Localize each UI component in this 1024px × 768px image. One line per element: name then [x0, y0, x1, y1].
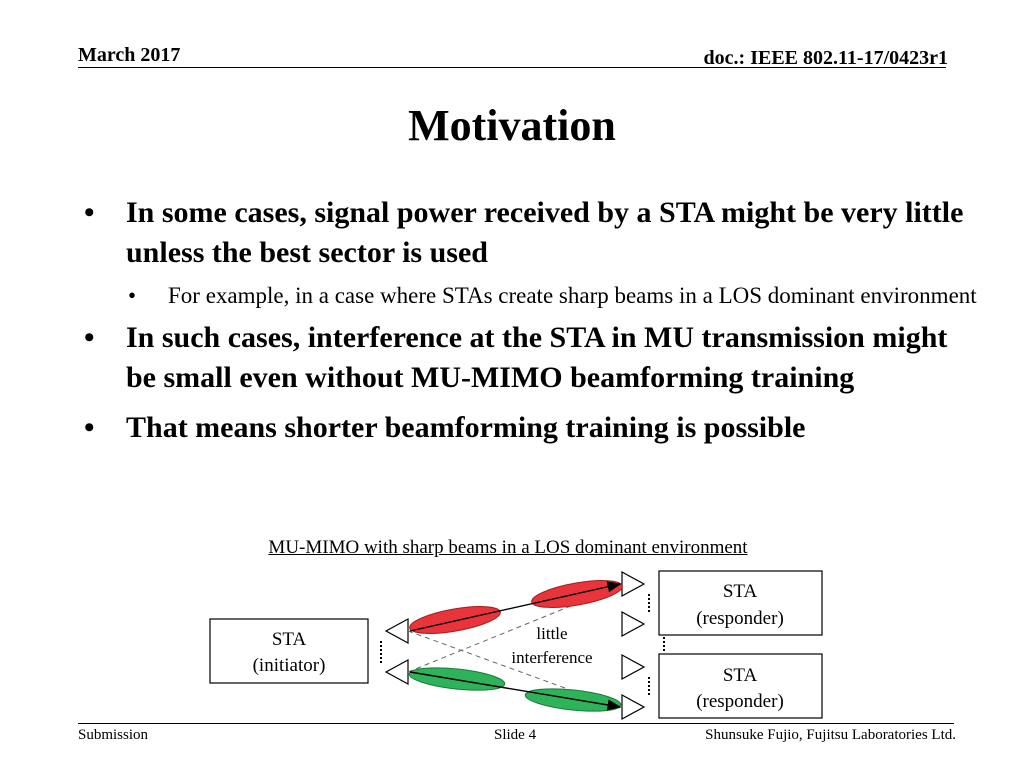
responder-bottom-antenna-1-icon	[621, 653, 646, 681]
responder-top-label-1: STA	[723, 581, 758, 602]
bullet-3-text: That means shorter beamforming training …	[126, 411, 806, 444]
interference-label-2: interference	[511, 648, 592, 667]
header-date: March 2017	[78, 44, 181, 66]
initiator-label-2: (initiator)	[253, 655, 326, 676]
responder-bottom-box	[658, 653, 823, 719]
responder-top-antenna-2-icon	[621, 610, 646, 638]
bullet-3: • That means shorter beamforming trainin…	[80, 408, 980, 448]
responder-bottom-label-1: STA	[723, 665, 758, 686]
bullet-1-text: In some cases, signal power received by …	[126, 196, 964, 269]
interference-line-1	[407, 630, 621, 709]
bullet-1: • In some cases, signal power received b…	[80, 193, 980, 273]
green-beam-responder	[524, 688, 622, 712]
footer-rule	[78, 723, 954, 724]
header-doc-id: doc.: IEEE 802.11-17/0423r1	[703, 47, 948, 69]
initiator-box	[209, 618, 369, 684]
responder-bottom-antenna-2-icon	[621, 693, 646, 721]
green-beam-initiator	[408, 667, 506, 691]
sub-bullet-1: • For example, in a case where STAs crea…	[80, 279, 980, 312]
footer-author: Shunsuke Fujio, Fujitsu Laboratories Ltd…	[705, 727, 956, 743]
interference-label-1: little	[536, 624, 567, 643]
sub-bullet-1-text: For example, in a case where STAs create…	[168, 283, 977, 308]
signal-arrow-top	[409, 581, 622, 632]
red-beam-initiator	[409, 606, 501, 634]
initiator-antenna-top-icon	[384, 617, 409, 645]
responder-top-label-2: (responder)	[696, 608, 784, 629]
responder-top-box	[658, 570, 823, 636]
header-rule	[78, 67, 946, 68]
responder-bottom-label-2: (responder)	[696, 691, 784, 712]
initiator-antenna-bottom-icon	[384, 658, 409, 686]
bullet-dot: •	[84, 321, 95, 354]
bullet-2: • In such cases, interference at the STA…	[80, 318, 980, 398]
bullet-dot: •	[84, 411, 95, 444]
footer-submission: Submission	[78, 727, 149, 743]
footer-slide-number: Slide 4	[494, 727, 537, 743]
diagram-caption: MU-MIMO with sharp beams in a LOS domina…	[268, 537, 748, 558]
bullet-dot: •	[84, 196, 95, 229]
sub-bullet-dot: •	[128, 283, 137, 308]
slide-title: Motivation	[408, 101, 616, 150]
initiator-label-1: STA	[272, 629, 307, 650]
bullet-list: • In some cases, signal power received b…	[80, 193, 980, 448]
signal-arrow-bottom	[409, 671, 622, 711]
responder-top-antenna-1-icon	[621, 570, 646, 598]
bullet-2-text: In such cases, interference at the STA i…	[126, 321, 948, 394]
